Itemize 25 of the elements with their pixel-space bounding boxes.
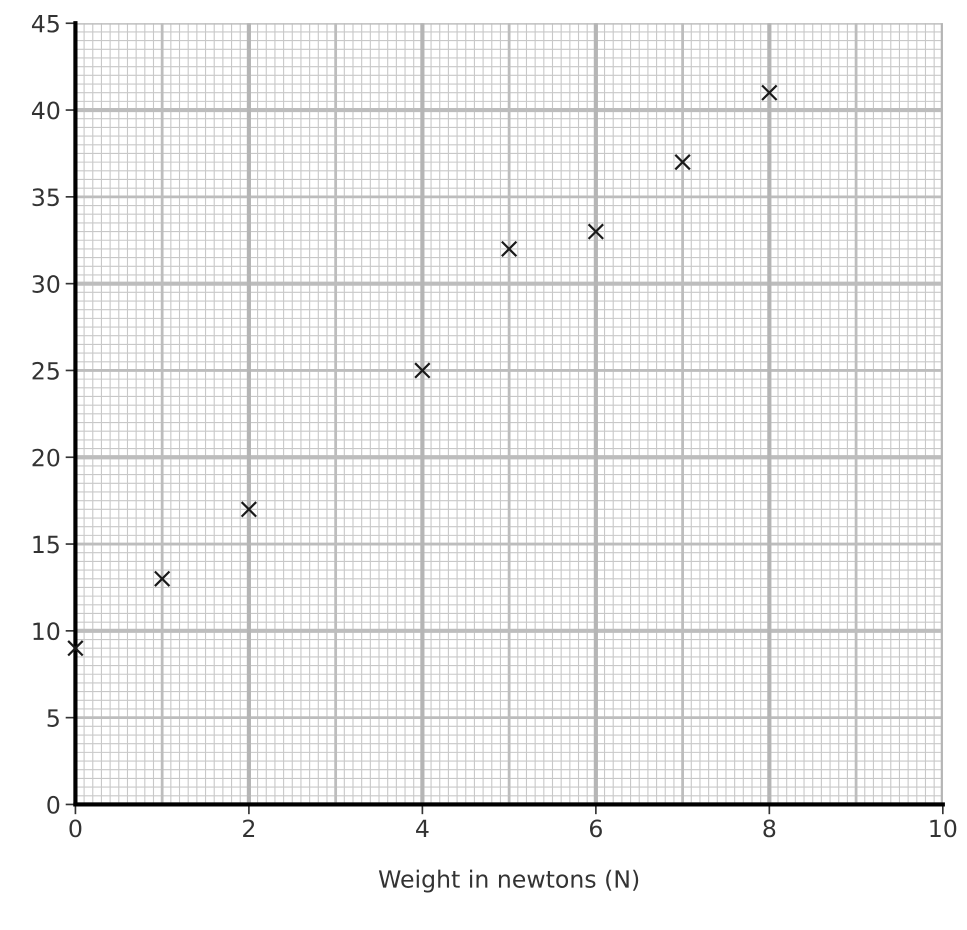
x-tick-label: 2 [243, 819, 254, 837]
x-tick-label: 8 [763, 819, 776, 838]
point [760, 84, 778, 102]
y-tick-label: 25 [32, 362, 59, 380]
x-tick-label: 0 [69, 819, 82, 838]
y-tick-label: 15 [33, 536, 59, 554]
point [500, 240, 518, 258]
y-tick-label: 30 [32, 275, 60, 293]
x-tick-label: 10 [930, 819, 956, 838]
point [154, 570, 171, 588]
y-tick-label: 10 [33, 622, 60, 640]
y-tick-label: 40 [32, 101, 60, 120]
y-tick-label: 5 [48, 709, 59, 727]
x-tick-label: 6 [590, 819, 602, 838]
point [674, 154, 691, 171]
point [67, 640, 84, 657]
x-tick-label: 4 [416, 820, 429, 837]
x-axis-title: Weight in newtons (N) [378, 870, 638, 893]
point [587, 223, 604, 240]
y-tick-label: 45 [32, 15, 59, 33]
y-tick-label: 0 [47, 796, 60, 814]
y-tick-label: 20 [32, 448, 60, 467]
point [414, 362, 431, 379]
point [240, 500, 258, 518]
y-tick-label: 35 [32, 188, 59, 206]
